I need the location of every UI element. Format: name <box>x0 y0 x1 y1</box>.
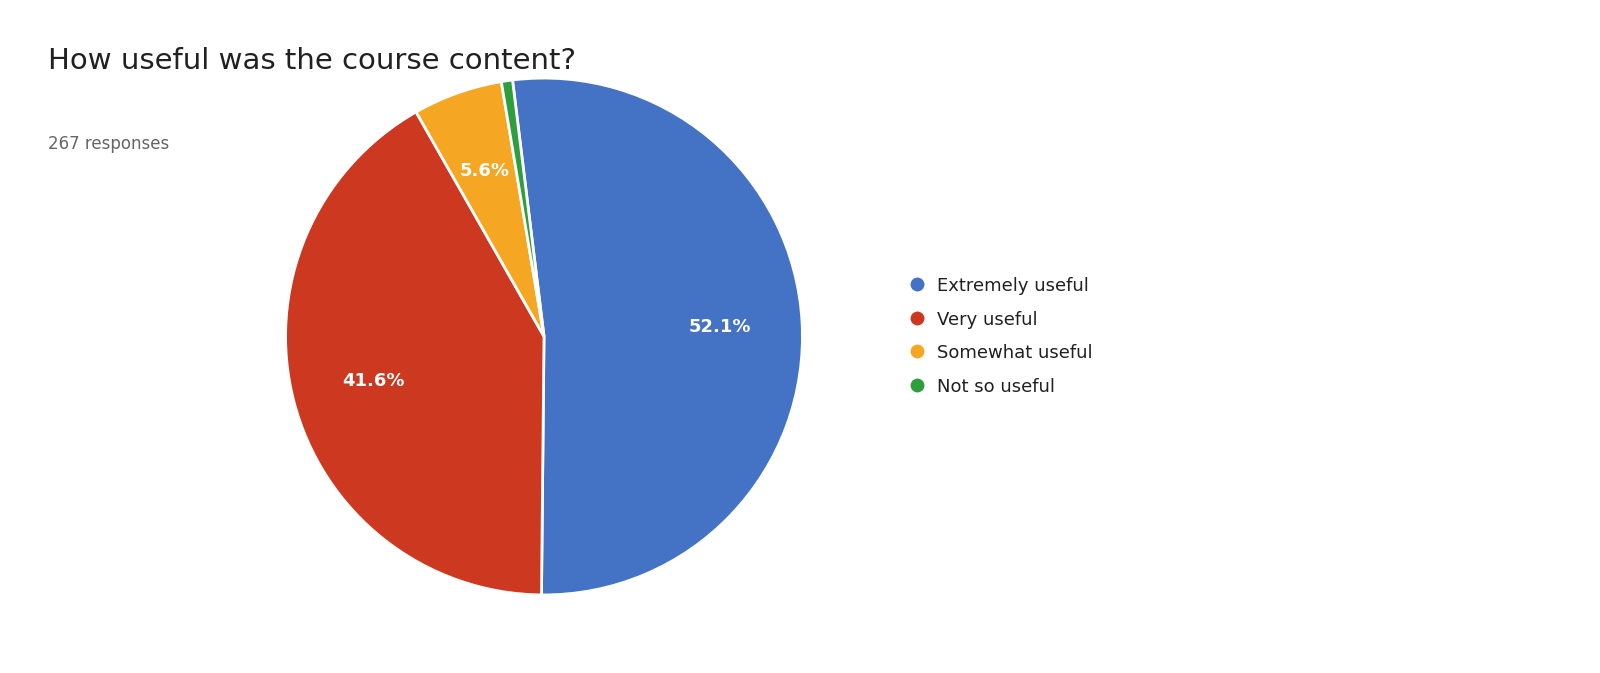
Text: 267 responses: 267 responses <box>48 135 170 153</box>
Legend: Extremely useful, Very useful, Somewhat useful, Not so useful: Extremely useful, Very useful, Somewhat … <box>909 277 1093 396</box>
Text: 52.1%: 52.1% <box>688 318 750 336</box>
Wedge shape <box>285 112 544 595</box>
Text: 41.6%: 41.6% <box>342 371 405 390</box>
Text: How useful was the course content?: How useful was the course content? <box>48 47 576 75</box>
Wedge shape <box>416 81 544 336</box>
Text: 5.6%: 5.6% <box>461 162 510 180</box>
Wedge shape <box>501 80 544 336</box>
Wedge shape <box>512 78 803 595</box>
